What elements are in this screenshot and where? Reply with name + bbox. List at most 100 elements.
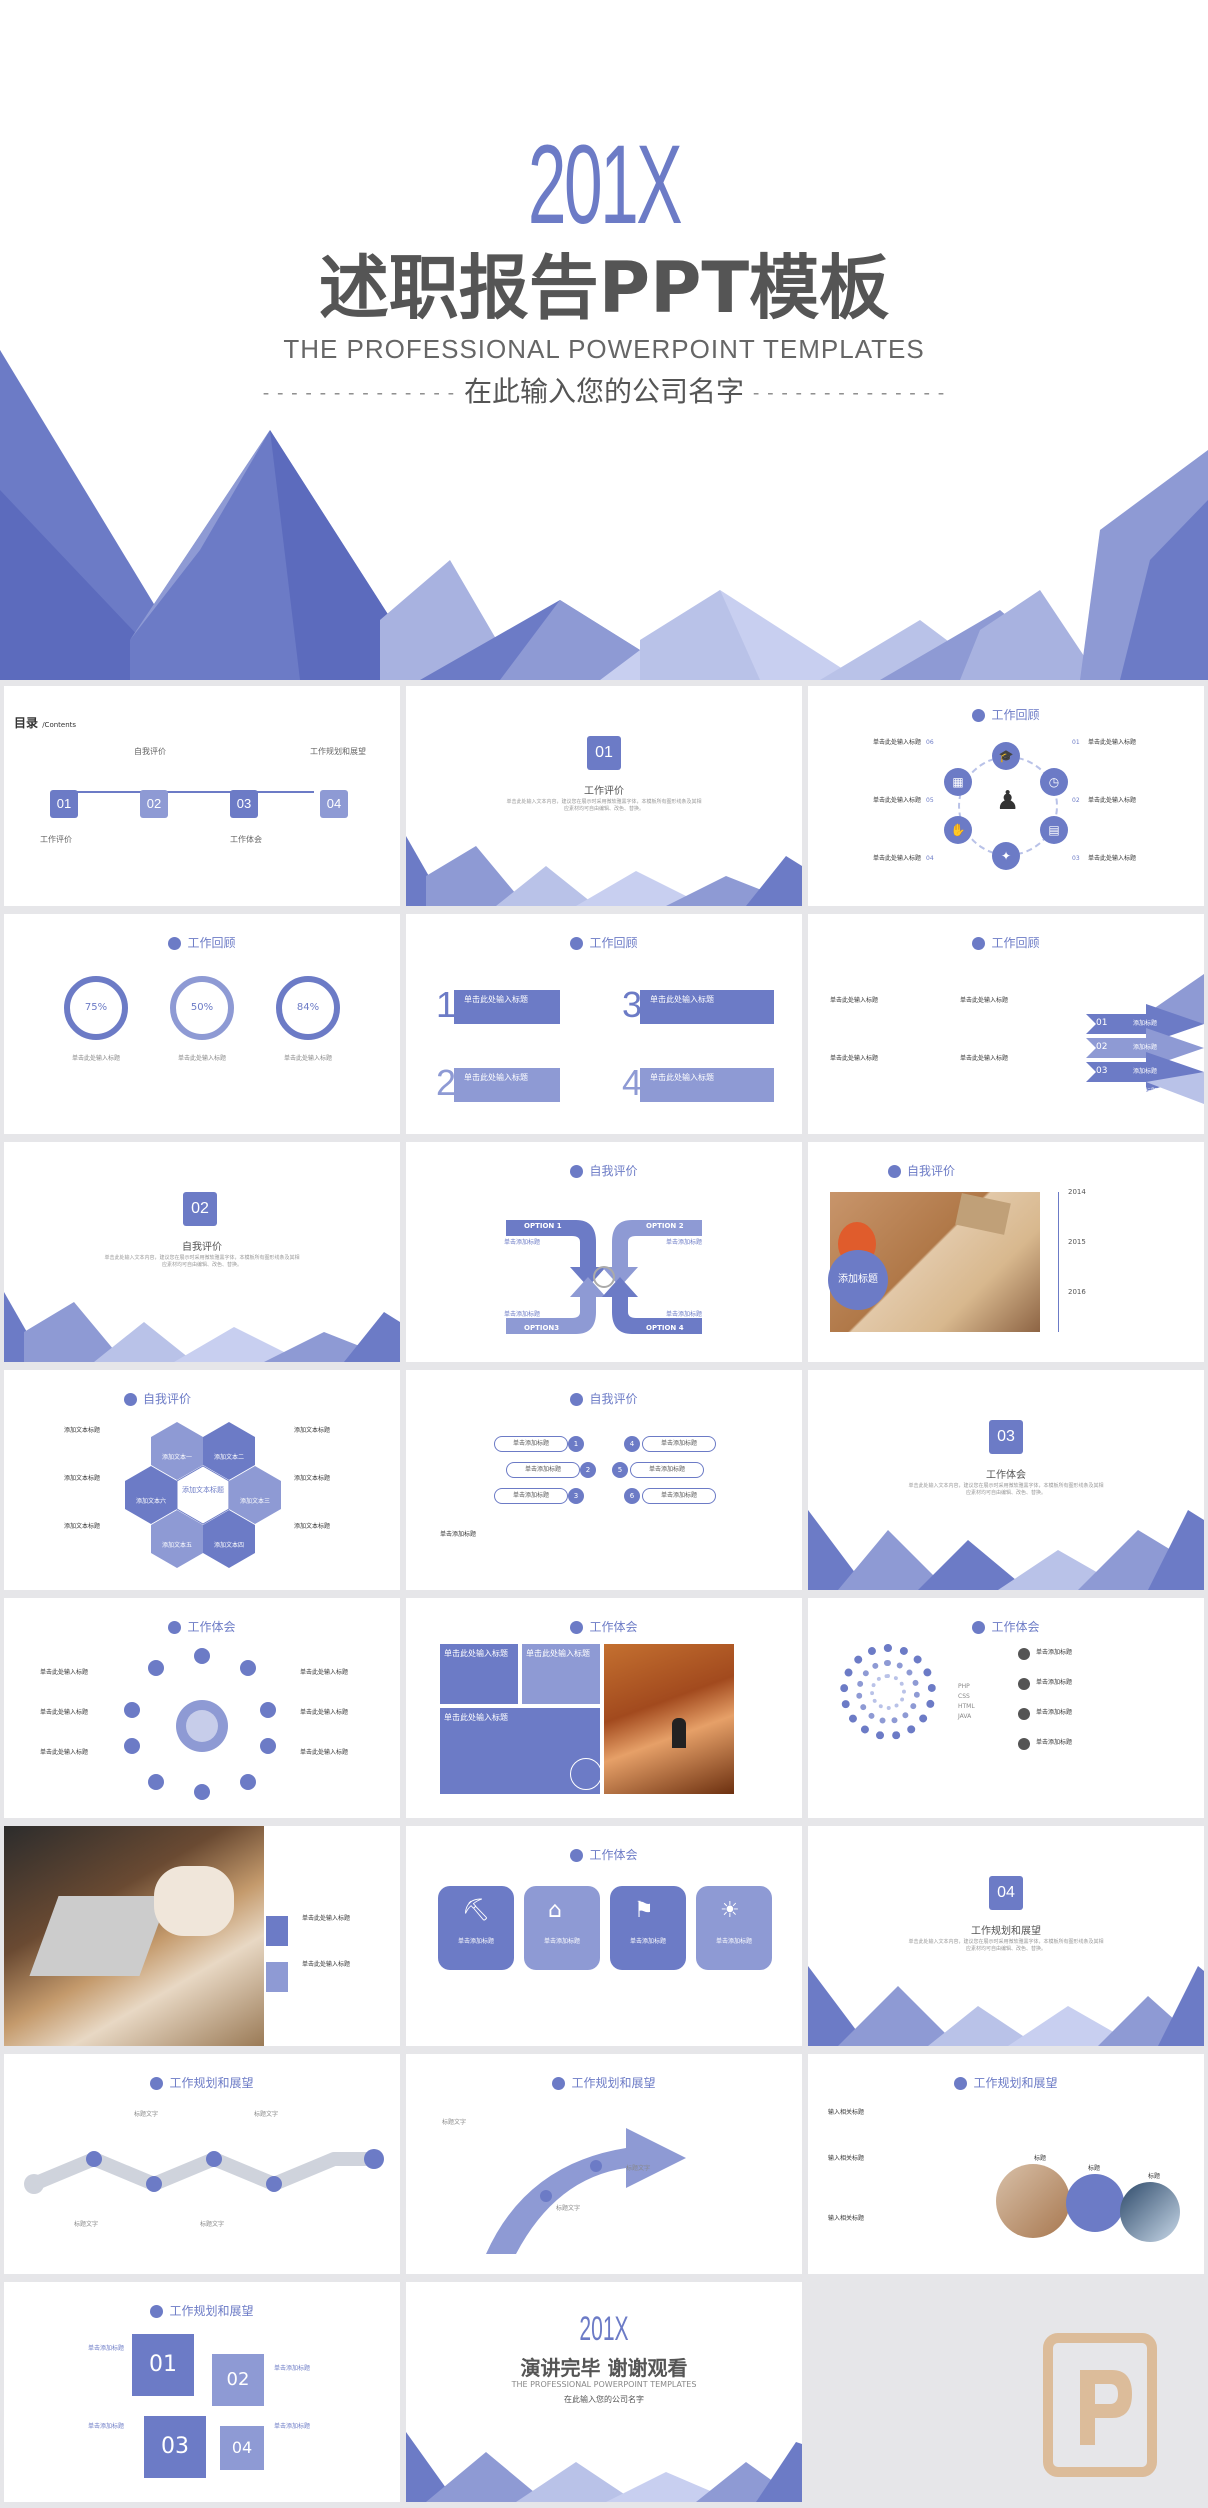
card-label: 单击添加标题 (457, 1938, 494, 1945)
dial-list-title: 单击添加标题 (1036, 1649, 1073, 1656)
grid-cell-title: 单击此处输入标题 (444, 1713, 508, 1722)
zigzag-graphic (24, 2149, 384, 2194)
hex-cluster-graphic (125, 1422, 281, 1568)
cart-icon (124, 1738, 140, 1754)
pill-item[interactable]: 单击添加标题 (494, 1488, 568, 1504)
slide-title: 自我评价 (124, 1390, 191, 1407)
slide-self-eval-timeline[interactable]: 自我评价 添加标题 2014 2015 2016 (808, 1142, 1204, 1362)
pill-item[interactable]: 单击添加标题 (494, 1436, 568, 1452)
slide-work-exp-grid[interactable]: 工作体会 单击此处输入标题 单击此处输入标题 单击此处输入标题 (406, 1598, 802, 1818)
square-02: 02 (212, 2354, 264, 2406)
globe-side-title: 单击此处输入标题 (300, 1709, 349, 1716)
heart-icon (148, 1660, 164, 1676)
title-dot-icon (972, 709, 986, 722)
slide-title-text: 工作体会 (991, 1620, 1040, 1634)
slide-section-02[interactable]: 02 自我评价 单击此处输入文本内容，建议您在展示时采用微软雅黑字体，本模板所有… (4, 1142, 400, 1362)
title-dot-icon (150, 2305, 164, 2318)
slide-plan-arrow[interactable]: 工作规划和展望 标题文字 标题文字 标题文字 (406, 2054, 802, 2274)
title-dot-icon (570, 1165, 584, 1178)
pill-item[interactable]: 单击添加标题 (506, 1462, 580, 1478)
toc-heading: 目录 /Contents (14, 714, 76, 731)
slide-self-eval-pills[interactable]: 自我评价 单击添加标题 单击添加标题 单击添加标题 单击添加标题 单击添加标题 … (406, 1370, 802, 1590)
toc-num-3[interactable]: 03 (230, 790, 258, 818)
section-num: 01 (587, 736, 621, 770)
cover-slide[interactable]: 201X 述职报告PPT模板 THE PROFESSIONAL POWERPOI… (0, 0, 1208, 680)
title-dot-icon (570, 937, 584, 950)
slide-section-04[interactable]: 04 工作规划和展望 单击此处输入文本内容，建议您在展示时采用微软雅黑字体，本模… (808, 1826, 1204, 2046)
slide-laptop-photo[interactable]: 单击此处输入标题 单击此处输入标题 (4, 1826, 400, 2046)
slide-section-01[interactable]: 01 工作评价 单击此处输入文本内容，建议您在展示时采用微软雅黑字体，本模板所有… (406, 686, 802, 906)
slide-section-03[interactable]: 03 工作体会 单击此处输入文本内容，建议您在展示时采用微软雅黑字体，本模板所有… (808, 1370, 1204, 1590)
slide-work-exp-globe[interactable]: 工作体会 单击此处输入标题 单击此处输入标题 单击此处输入标题 单击此处输入标题… (4, 1598, 400, 1818)
slide-toc[interactable]: 目录 /Contents 01 02 03 04 工作评价 自我评价 工作体会 … (4, 686, 400, 906)
review-item-num: 02 (1072, 797, 1080, 804)
pill-item[interactable]: 单击添加标题 (630, 1462, 704, 1478)
step-box: 单击此处输入标题 (454, 990, 560, 1024)
zigzag-label: 标题文字 (200, 2221, 225, 2228)
arrow-label: 添加标题 (1133, 1088, 1158, 1095)
marker-block (266, 1916, 288, 1946)
slide-self-eval-hex[interactable]: 自我评价 添加文本标题 添加文本一 添加文本二 添加文本三 添加文本四 添加文本… (4, 1370, 400, 1590)
arrow-stack-graphic (1086, 974, 1204, 1104)
slide-title: 工作规划和展望 (406, 2074, 802, 2091)
review-item-title: 单击此处输入标题 (873, 855, 922, 862)
hex-side-title: 添加文本标题 (64, 1523, 101, 1530)
handshake-icon: ✋ (944, 816, 972, 844)
dash-right: - - - - - - - - - - - - - - (752, 382, 946, 404)
clock-icon: ◷ (1040, 768, 1068, 796)
title-dot-icon (972, 937, 986, 950)
card-3[interactable]: 单击添加标题 (610, 1886, 686, 1970)
square-title: 单击添加标题 (274, 2423, 311, 2430)
arrow-label: 添加标题 (1133, 1068, 1158, 1075)
option-2-label: OPTION 2 (646, 1222, 684, 1230)
toc-num-1[interactable]: 01 (50, 790, 78, 818)
toc-num-2[interactable]: 02 (140, 790, 168, 818)
grid-cell: 单击此处输入标题 (522, 1644, 600, 1704)
slide-work-exp-cards[interactable]: 工作体会 单击添加标题 单击添加标题 单击添加标题 单击添加标题 ⛏ ⌂ ⚑ ☀ (406, 1826, 802, 2046)
cover-year: 201X (527, 122, 683, 247)
slide-closing[interactable]: 201X 演讲完毕 谢谢观看 THE PROFESSIONAL POWERPOI… (406, 2282, 802, 2502)
share-icon (570, 1758, 602, 1790)
pill-item[interactable]: 单击添加标题 (642, 1488, 716, 1504)
laptop-item-title: 单击此处输入标题 (302, 1915, 351, 1922)
circle-label: 标题 (1088, 2165, 1101, 2172)
card-1[interactable]: 单击添加标题 (438, 1886, 514, 1970)
section-text: 单击此处输入文本内容，建议您在展示时采用微软雅黑字体，本模板所有图形线条及其相应… (908, 1939, 1104, 1952)
slide-work-review-cycle[interactable]: 工作回顾 🎓 ◷ ▤ ✦ ✋ ▦ ♟ 单击此处输入标题 06 01 单击此处输入… (808, 686, 1204, 906)
card-2[interactable]: 单击添加标题 (524, 1886, 600, 1970)
hex-side-title: 添加文本标题 (64, 1475, 101, 1482)
home-icon (240, 1774, 256, 1790)
toc-num-4[interactable]: 04 (320, 790, 348, 818)
arrow-num: 01 (1096, 1018, 1108, 1028)
pill-item[interactable]: 单击添加标题 (642, 1436, 716, 1452)
plan-item-title: 输入相关标题 (828, 2215, 865, 2222)
slide-plan-circles[interactable]: 工作规划和展望 输入相关标题 输入相关标题 输入相关标题 标题 标题 标题 (808, 2054, 1204, 2274)
user-icon (260, 1702, 276, 1718)
zigzag-label: 标题文字 (254, 2111, 279, 2118)
graduation-icon: 🎓 (992, 742, 1020, 770)
slide-work-review-arrows[interactable]: 工作回顾 单击此处输入标题 单击此处输入标题 单击此处输入标题 单击此处输入标题… (808, 914, 1204, 1134)
solar-icon: ☀ (720, 1898, 740, 1923)
hex-side-title: 添加文本标题 (64, 1427, 101, 1434)
shuffle-icon (260, 1738, 276, 1754)
slide-title: 工作规划和展望 (4, 2074, 400, 2091)
option-title: 单击添加标题 (504, 1311, 541, 1318)
step-num: 4 (622, 1062, 643, 1103)
cup-icon (194, 1784, 210, 1800)
mail-icon (148, 1774, 164, 1790)
doc-icon: ▤ (1040, 816, 1068, 844)
slide-plan-zigzag[interactable]: 工作规划和展望 标题文字 标题文字 标题文字 标题文字 (4, 2054, 400, 2274)
slide-plan-squares[interactable]: 工作规划和展望 01 02 03 04 单击添加标题 单击添加标题 单击添加标题… (4, 2282, 400, 2502)
square-04: 04 (220, 2426, 264, 2470)
section-title: 工作规划和展望 (971, 1926, 1041, 1937)
card-4[interactable]: 单击添加标题 (696, 1886, 772, 1970)
slide-self-eval-options[interactable]: 自我评价 OPTION 1 OPTION 2 OPTION3 OPTION 4 … (406, 1142, 802, 1362)
slide-work-exp-dial[interactable]: 工作体会 PHP CSS HTML JAVA 单击添加标题 单击添加标题 单击添… (808, 1598, 1204, 1818)
review-item-title: 单击此处输入标题 (1088, 797, 1137, 804)
legend-item: HTML (958, 1703, 975, 1710)
slide-work-review-numbers[interactable]: 工作回顾 1 单击此处输入标题 3 单击此处输入标题 2 单击此处输入标题 4 … (406, 914, 802, 1134)
title-dot-icon (570, 1621, 584, 1634)
slide-work-review-percent[interactable]: 工作回顾 75% 50% 84% 单击此处输入标题 单击此处输入标题 单击此处输… (4, 914, 400, 1134)
hex-center: 添加文本标题 (182, 1486, 224, 1494)
pill-num: 5 (612, 1462, 628, 1478)
